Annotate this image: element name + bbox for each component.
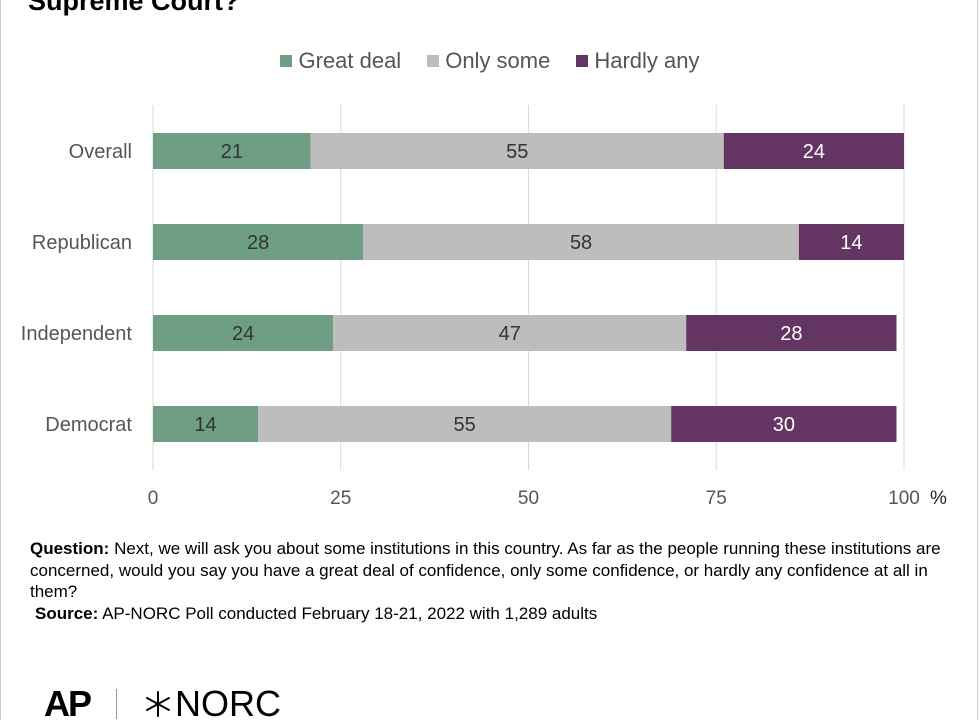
logo-bar: AP NORC [44,683,281,725]
legend-label-hardly-any: Hardly any [594,48,700,73]
question-note: Question: Next, we will ask you about so… [30,538,960,603]
source-note: Source: AP-NORC Poll conducted February … [35,603,960,625]
data-label-republican-only-some: 58 [570,232,592,254]
x-tick-label-75: 75 [706,488,727,509]
chart-notes: Question: Next, we will ask you about so… [30,538,960,624]
stacked-bar-chart: 0 25 50 75 100 % Overall 21 55 24 Republican 28 58 14… [21,105,947,509]
legend-item-great-deal: Great deal [280,48,401,74]
data-label-overall-only-some: 55 [506,141,528,163]
category-label-overall: Overall [69,141,132,163]
legend-label-only-some: Only some [445,48,551,73]
data-label-republican-hardly-any: 14 [840,232,862,254]
data-label-independent-great-deal: 24 [232,323,254,345]
bar-democrat-only-some [258,406,672,442]
data-label-republican-great-deal: 28 [247,232,269,254]
x-axis-unit: % [930,488,947,509]
norc-star-icon [146,691,171,717]
question-text: Next, we will ask you about some institu… [30,539,941,601]
x-tick-label-50: 50 [518,488,539,509]
x-tick-label-25: 25 [330,488,351,509]
data-label-democrat-great-deal: 14 [194,414,216,436]
legend-swatch-hardly-any [576,55,589,67]
bar-republican-hardly-any [798,224,904,260]
bar-democrat-great-deal [153,406,259,442]
bar-overall-great-deal [153,133,311,169]
norc-logo: NORC [143,683,281,725]
ap-logo: AP [44,683,92,724]
logo-divider [116,689,118,719]
bar-independent-only-some [333,315,687,351]
question-label: Question: [30,539,110,558]
data-label-overall-hardly-any: 24 [803,141,825,163]
legend-item-only-some: Only some [427,48,550,74]
chart-legend: Great deal Only some Hardly any [0,48,980,74]
bar-independent-great-deal [153,315,334,351]
legend-item-hardly-any: Hardly any [576,48,700,74]
bar-republican-only-some [363,224,799,260]
data-label-independent-only-some: 47 [499,323,521,345]
bar-overall-hardly-any [723,133,904,169]
source-text: AP-NORC Poll conducted February 18-21, 2… [98,603,598,623]
x-tick-label-0: 0 [148,488,159,509]
legend-label-great-deal: Great deal [298,48,402,73]
legend-swatch-great-deal [280,55,293,67]
category-label-republican: Republican [32,232,132,254]
bar-democrat-hardly-any [671,406,897,442]
chart-title: Supreme Court? [28,0,240,16]
category-label-independent: Independent [21,323,133,345]
x-tick-label-100: 100 [888,488,920,509]
bar-republican-great-deal [153,224,364,260]
data-label-overall-great-deal: 21 [221,141,243,163]
category-label-democrat: Democrat [45,414,132,436]
bar-overall-only-some [310,133,724,169]
data-label-democrat-hardly-any: 30 [773,414,795,436]
legend-swatch-only-some [427,55,440,67]
bar-independent-hardly-any [686,315,897,351]
source-label: Source: [35,603,99,623]
norc-logo-text: NORC [175,683,282,724]
data-label-democrat-only-some: 55 [454,414,476,436]
data-label-independent-hardly-any: 28 [780,323,802,345]
